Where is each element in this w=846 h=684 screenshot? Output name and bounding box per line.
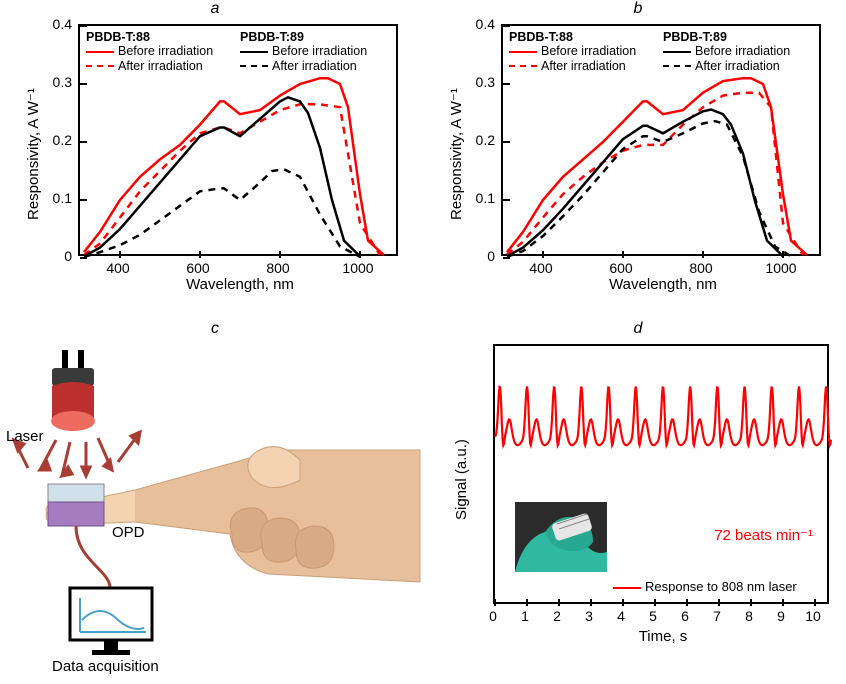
legend-title-t88-b: PBDB-T:88 bbox=[509, 30, 573, 44]
xtick-label: 800 bbox=[689, 260, 712, 276]
ytick-label: 0.3 bbox=[40, 74, 72, 90]
opd-label: OPD bbox=[112, 524, 145, 541]
legend-b-right: PBDB-T:89 Before irradiation After irrad… bbox=[663, 30, 790, 73]
plot-frame-d: 72 beats min⁻¹ Response to 808 nm laser bbox=[493, 344, 829, 604]
wire-icon bbox=[76, 526, 110, 588]
panel-a: a PBDB-T:88 Before irradiation After irr… bbox=[0, 0, 423, 320]
xtick-label: 800 bbox=[266, 260, 289, 276]
legend-swatch-icon bbox=[509, 51, 537, 53]
plot-frame-b: PBDB-T:88 Before irradiation After irrad… bbox=[501, 24, 821, 256]
legend-swatch-icon bbox=[240, 51, 268, 53]
ytick-label: 0.1 bbox=[40, 190, 72, 206]
ytick-label: 0.3 bbox=[463, 74, 495, 90]
legend-text: Before irradiation bbox=[695, 44, 790, 58]
legend-swatch-icon bbox=[613, 587, 641, 589]
ytick-label: 0 bbox=[40, 248, 72, 264]
legend-b-left: PBDB-T:88 Before irradiation After irrad… bbox=[509, 30, 636, 73]
legend-text: After irradiation bbox=[118, 59, 203, 73]
ytick-label: 0.4 bbox=[463, 16, 495, 32]
ytick-label: 0 bbox=[463, 248, 495, 264]
xlabel-d: Time, s bbox=[603, 628, 723, 645]
xtick-label: 1 bbox=[521, 608, 529, 624]
xlabel-b: Wavelength, nm bbox=[573, 276, 753, 293]
legend-a-left: PBDB-T:88 Before irradiation After irrad… bbox=[86, 30, 213, 73]
xtick-label: 2 bbox=[553, 608, 561, 624]
laser-label: Laser bbox=[6, 428, 44, 445]
legend-title-t88-a: PBDB-T:88 bbox=[86, 30, 150, 44]
ytick-label: 0.4 bbox=[40, 16, 72, 32]
figure: a PBDB-T:88 Before irradiation After irr… bbox=[0, 0, 846, 684]
panel-label-b: b bbox=[628, 0, 648, 18]
panel-c: c bbox=[0, 320, 423, 684]
panel-b: b PBDB-T:88 Before irradiation After irr… bbox=[423, 0, 846, 320]
xtick-label: 6 bbox=[681, 608, 689, 624]
legend-text: Response to 808 nm laser bbox=[645, 579, 797, 594]
xlabel-a: Wavelength, nm bbox=[150, 276, 330, 293]
legend-text: After irradiation bbox=[541, 59, 626, 73]
legend-text: Before irradiation bbox=[272, 44, 367, 58]
plot-frame-a: PBDB-T:88 Before irradiation After irrad… bbox=[78, 24, 398, 256]
legend-swatch-icon bbox=[86, 51, 114, 53]
xtick-label: 1000 bbox=[765, 260, 796, 276]
legend-d: Response to 808 nm laser bbox=[613, 579, 797, 594]
xtick-label: 600 bbox=[186, 260, 209, 276]
panel-label-a: a bbox=[205, 0, 225, 18]
xtick-label: 10 bbox=[805, 608, 821, 624]
illustration-c bbox=[0, 320, 423, 684]
legend-swatch-icon bbox=[663, 65, 691, 67]
xtick-label: 0 bbox=[489, 608, 497, 624]
xtick-label: 3 bbox=[585, 608, 593, 624]
rate-annotation: 72 beats min⁻¹ bbox=[714, 526, 813, 544]
legend-text: Before irradiation bbox=[118, 44, 213, 58]
xtick-label: 7 bbox=[713, 608, 721, 624]
data-acq-label: Data acquisition bbox=[52, 658, 159, 675]
inset-photo-icon bbox=[515, 502, 607, 572]
ytick-label: 0.2 bbox=[463, 132, 495, 148]
ytick-label: 0.1 bbox=[463, 190, 495, 206]
panel-label-d: d bbox=[628, 320, 648, 338]
legend-title-t89-b: PBDB-T:89 bbox=[663, 30, 727, 44]
legend-swatch-icon bbox=[240, 65, 268, 67]
xtick-label: 9 bbox=[777, 608, 785, 624]
legend-title-t89-a: PBDB-T:89 bbox=[240, 30, 304, 44]
ylabel-d: Signal (a.u.) bbox=[453, 439, 470, 520]
legend-text: Before irradiation bbox=[541, 44, 636, 58]
opd-icon bbox=[48, 484, 104, 526]
xtick-label: 1000 bbox=[342, 260, 373, 276]
legend-a-right: PBDB-T:89 Before irradiation After irrad… bbox=[240, 30, 367, 73]
xtick-label: 8 bbox=[745, 608, 753, 624]
legend-swatch-icon bbox=[86, 65, 114, 67]
laser-icon bbox=[51, 350, 95, 431]
xtick-label: 400 bbox=[529, 260, 552, 276]
xtick-label: 5 bbox=[649, 608, 657, 624]
legend-text: After irradiation bbox=[272, 59, 357, 73]
ytick-label: 0.2 bbox=[40, 132, 72, 148]
legend-swatch-icon bbox=[663, 51, 691, 53]
panel-d: d 72 beats min⁻¹ Response to 808 nm lase… bbox=[423, 320, 846, 684]
monitor-icon bbox=[70, 588, 152, 655]
xtick-label: 4 bbox=[617, 608, 625, 624]
legend-text: After irradiation bbox=[695, 59, 780, 73]
xtick-label: 600 bbox=[609, 260, 632, 276]
xtick-label: 400 bbox=[106, 260, 129, 276]
legend-swatch-icon bbox=[509, 65, 537, 67]
